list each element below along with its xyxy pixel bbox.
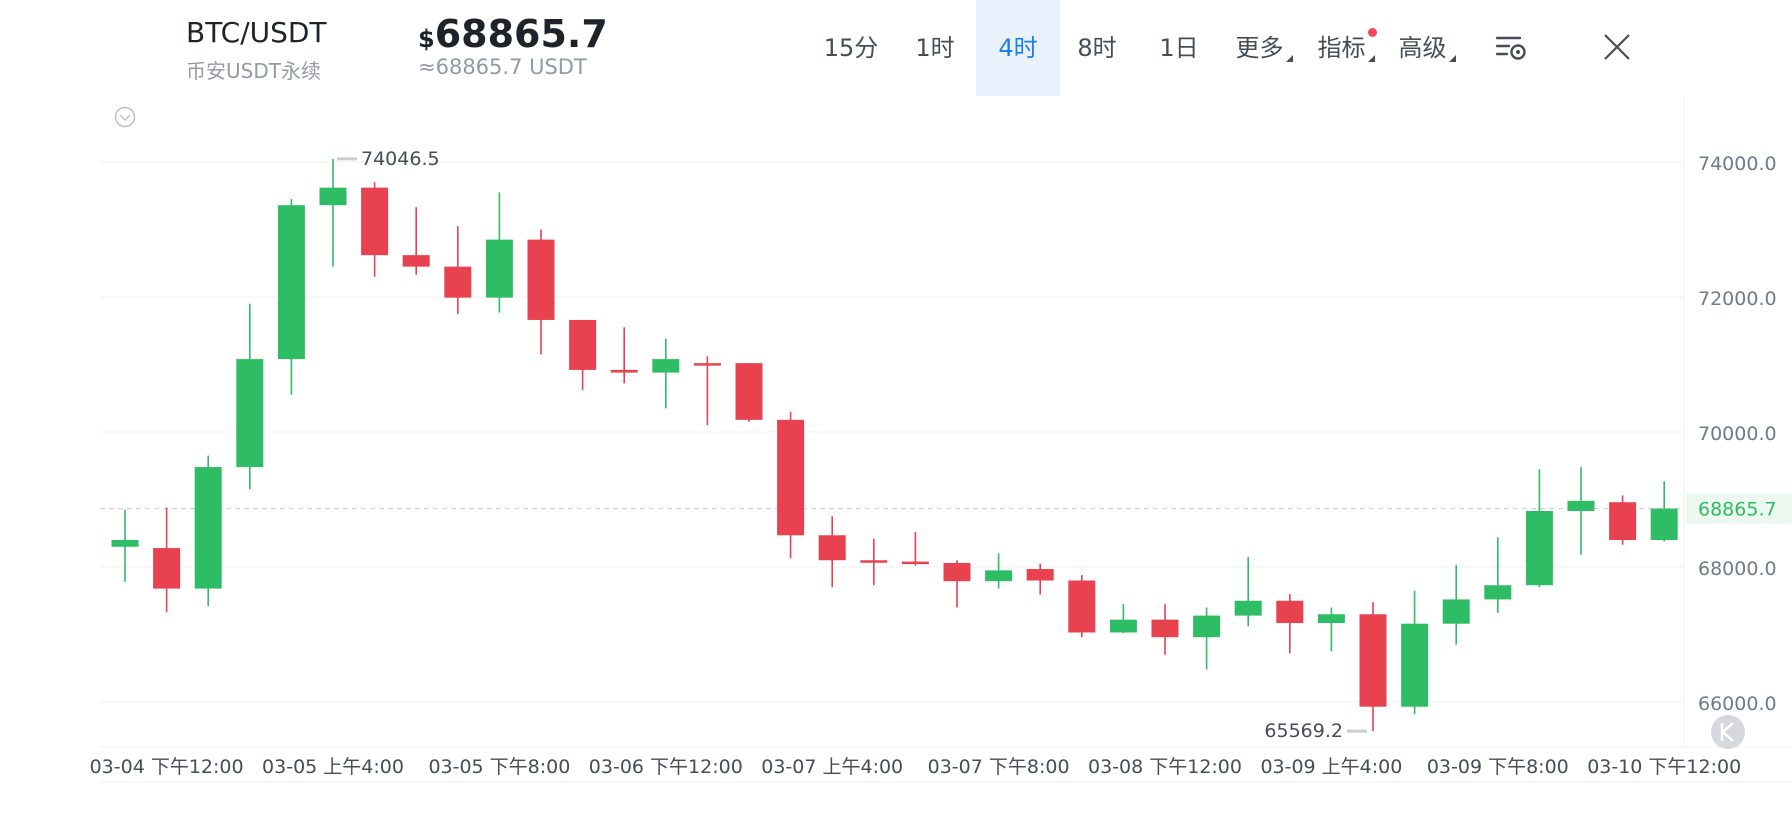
candle-body[interactable] [985, 570, 1013, 582]
candle-body[interactable] [402, 255, 430, 267]
candle-body[interactable] [860, 560, 888, 563]
candle-body[interactable] [1151, 619, 1179, 638]
candle-body[interactable] [1525, 510, 1553, 586]
dropdown-corner-icon [1448, 55, 1456, 62]
candle-body[interactable] [901, 561, 929, 565]
x-tick-label: 03-10 下午12:00 [1587, 756, 1741, 778]
candle-body[interactable] [277, 205, 305, 360]
chevron-down-circle-icon[interactable] [114, 106, 136, 128]
timeframe-label: 8时 [1077, 34, 1117, 62]
x-tick-label: 03-05 下午8:00 [428, 756, 570, 778]
chart-header: BTC/USDT 币安USDT永续 $68865.7 ≈68865.7 USDT… [0, 0, 1792, 96]
timeframe-label: 15分 [823, 34, 879, 62]
timeframe-label: 1日 [1159, 34, 1199, 62]
candle-body[interactable] [236, 359, 264, 468]
converted-price: ≈68865.7 USDT [418, 55, 587, 79]
timeframe-tab-5[interactable]: 更多 [1224, 0, 1304, 96]
candle-body[interactable] [652, 359, 680, 373]
settings-list-icon[interactable] [1494, 32, 1528, 64]
timeframe-label: 指标 [1317, 34, 1366, 62]
candle-body[interactable] [777, 419, 805, 536]
x-tick-label: 03-06 下午12:00 [589, 756, 743, 778]
timeframe-tab-3[interactable]: 8时 [1060, 0, 1134, 96]
price-value: 68865.7 [434, 12, 608, 56]
timeframe-tab-7[interactable]: 高级 [1390, 0, 1464, 96]
timeframe-tab-2[interactable]: 4时 [976, 0, 1060, 96]
candle-body[interactable] [111, 540, 139, 547]
candle-body[interactable] [1109, 619, 1137, 633]
candle-body[interactable] [1317, 614, 1345, 624]
notification-dot [1368, 28, 1377, 37]
timeframe-tab-0[interactable]: 15分 [814, 0, 888, 96]
k-logo-icon [1711, 715, 1745, 749]
candle-body[interactable] [1650, 508, 1678, 540]
price-currency: $ [418, 25, 435, 53]
dropdown-corner-icon [1367, 55, 1375, 62]
x-tick-label: 03-05 上午4:00 [262, 756, 404, 778]
timeframe-label: 4时 [998, 34, 1038, 62]
candle-body[interactable] [527, 239, 555, 320]
current-price: $68865.7 [418, 12, 608, 56]
candle-body[interactable] [1484, 585, 1512, 600]
x-tick-label: 03-08 下午12:00 [1088, 756, 1242, 778]
candle-body[interactable] [194, 467, 222, 589]
candle-body[interactable] [444, 266, 472, 298]
candle-body[interactable] [1026, 569, 1054, 581]
timeframe-tab-4[interactable]: 1日 [1142, 0, 1216, 96]
timeframe-label: 1时 [915, 34, 955, 62]
high-price-label: 74046.5 [361, 148, 440, 170]
candle-body[interactable] [818, 535, 846, 561]
candle-body[interactable] [153, 548, 181, 589]
low-price-label: 65569.2 [1264, 720, 1343, 742]
timeframe-label: 更多 [1235, 34, 1284, 62]
y-tick-label: 72000.0 [1698, 288, 1777, 310]
pair-symbol[interactable]: BTC/USDT [186, 16, 327, 49]
x-tick-label: 03-09 下午8:00 [1427, 756, 1569, 778]
candle-body[interactable] [1359, 614, 1387, 707]
candle-body[interactable] [1401, 623, 1429, 707]
candle-body[interactable] [1567, 500, 1595, 511]
market-name: 币安USDT永续 [186, 59, 321, 83]
candle-body[interactable] [693, 363, 721, 366]
y-tick-label: 66000.0 [1698, 693, 1777, 715]
x-tick-label: 03-04 下午12:00 [90, 756, 244, 778]
x-tick-label: 03-07 上午4:00 [761, 756, 903, 778]
dropdown-corner-icon [1285, 55, 1293, 62]
candle-body[interactable] [361, 187, 389, 256]
y-tick-label: 68000.0 [1698, 558, 1777, 580]
candle-body[interactable] [569, 319, 597, 370]
candle-body[interactable] [1609, 502, 1637, 540]
candle-body[interactable] [1442, 599, 1470, 624]
last-price-label: 68865.7 [1698, 499, 1777, 521]
x-tick-label: 03-07 下午8:00 [928, 756, 1070, 778]
candlestick-chart[interactable]: 74000.0 72000.0 70000.0 68000.0 66000.0 68865… [0, 96, 1792, 828]
candle-body[interactable] [943, 562, 971, 582]
timeframe-tab-6[interactable]: 指标 [1306, 0, 1386, 96]
candle-body[interactable] [610, 369, 638, 373]
timeframe-label: 高级 [1398, 34, 1447, 62]
candle-body[interactable] [319, 187, 347, 206]
candle-body[interactable] [735, 363, 763, 420]
y-tick-label: 70000.0 [1698, 423, 1777, 445]
candle-body[interactable] [485, 239, 513, 298]
last-price-tag [1686, 493, 1792, 524]
candle-body[interactable] [1193, 615, 1221, 638]
candle-body[interactable] [1068, 580, 1096, 633]
y-tick-label: 74000.0 [1698, 153, 1777, 175]
chevron-down-icon [119, 114, 131, 121]
timeframe-tab-1[interactable]: 1时 [898, 0, 972, 96]
candle-body[interactable] [1234, 600, 1262, 616]
k-logo-glyph [1720, 722, 1734, 742]
candle-body[interactable] [1276, 600, 1304, 624]
close-icon[interactable] [1602, 32, 1632, 62]
x-tick-label: 03-09 上午4:00 [1260, 756, 1402, 778]
